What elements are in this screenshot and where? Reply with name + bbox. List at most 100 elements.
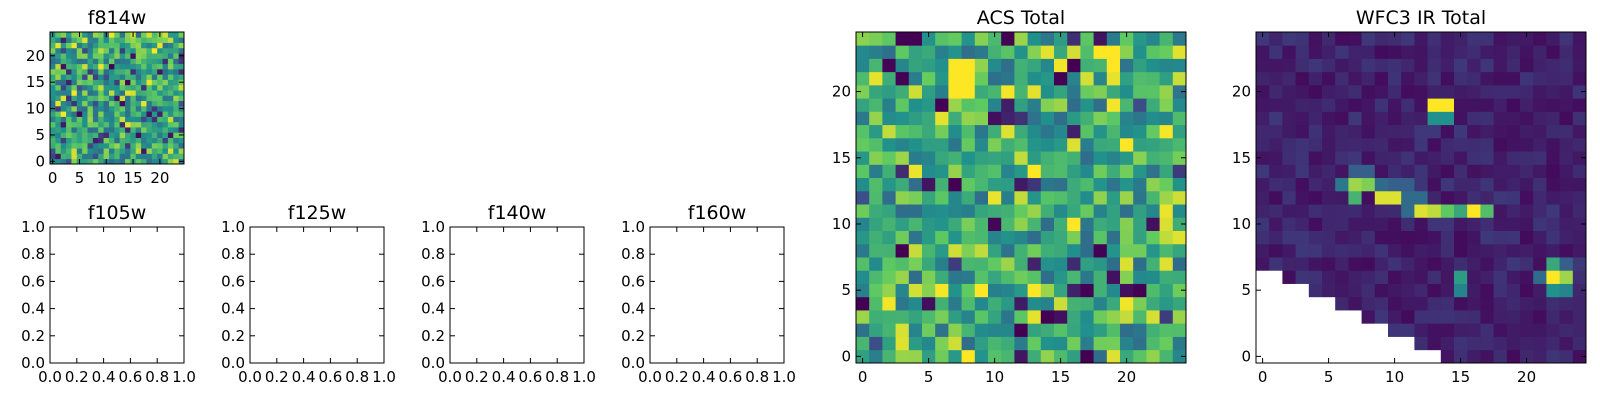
heatmap-cell [1559, 177, 1574, 192]
heatmap-cell [66, 53, 72, 59]
heatmap-cell [948, 164, 962, 179]
heatmap-cell [935, 137, 949, 152]
heatmap-cell [1348, 296, 1362, 311]
heatmap-cell [948, 217, 962, 231]
heatmap-cell [103, 100, 110, 107]
heatmap-cell [114, 79, 121, 86]
heatmap-cell [1467, 151, 1481, 165]
heatmap-cell [114, 127, 121, 133]
heatmap-cell [961, 336, 976, 351]
heatmap-cell [895, 243, 910, 258]
heatmap-cell [135, 142, 142, 149]
heatmap-cell [1520, 243, 1534, 258]
heatmap-cell [151, 148, 158, 154]
heatmap-cell [125, 111, 131, 117]
heatmap-cell [50, 116, 56, 123]
heatmap-cell [108, 142, 115, 149]
heatmap-cell [1520, 71, 1534, 86]
heatmap-cell [1506, 58, 1521, 73]
heatmap-cell [1269, 45, 1283, 59]
heatmap-cell [1467, 137, 1481, 152]
heatmap-cell [178, 32, 185, 38]
heatmap-cell [1454, 349, 1468, 364]
heatmap-cell [1454, 243, 1468, 258]
x-tick-label: 15 [1451, 368, 1470, 386]
heatmap-cell [1572, 111, 1587, 126]
heatmap-cell [1001, 98, 1015, 112]
heatmap-cell [130, 121, 137, 128]
heatmap-cell [82, 32, 88, 38]
heatmap-cell [1427, 71, 1442, 86]
heatmap-cell [935, 151, 949, 165]
heatmap-cell [76, 53, 83, 59]
heatmap-cell [1546, 45, 1560, 59]
heatmap-cell [1040, 270, 1055, 284]
heatmap-cell [895, 137, 910, 152]
heatmap-cell [103, 68, 110, 75]
heatmap-cell [178, 137, 185, 144]
heatmap-cell [1322, 310, 1336, 324]
heatmap-cell [1322, 98, 1336, 112]
heatmap-cell [1559, 32, 1574, 46]
heatmap-cell [856, 323, 870, 337]
heatmap-cell [50, 90, 56, 96]
heatmap-cell [1414, 45, 1428, 59]
heatmap-cell [146, 121, 153, 128]
heatmap-cell [1493, 190, 1508, 205]
heatmap-cell [119, 32, 126, 38]
heatmap-cell [908, 58, 923, 73]
heatmap-cell [1133, 84, 1147, 99]
heatmap-cell [119, 53, 126, 59]
heatmap-cell [1067, 124, 1081, 139]
heatmap-cell [135, 63, 142, 70]
heatmap-cell [76, 79, 83, 86]
heatmap-cell [1361, 190, 1376, 205]
heatmap-cell [1133, 45, 1147, 59]
heatmap-cell [157, 153, 163, 160]
heatmap-cell [988, 151, 1002, 165]
heatmap-cell [141, 111, 147, 117]
heatmap-cell [1335, 283, 1349, 298]
heatmap-cell [98, 79, 104, 86]
heatmap-cell [1506, 204, 1521, 218]
heatmap-cell [1427, 296, 1442, 311]
heatmap-cell [961, 190, 976, 205]
heatmap-cell [1120, 45, 1134, 59]
heatmap-cell [1401, 323, 1415, 337]
heatmap-cell [1427, 124, 1442, 139]
heatmap-cell [1159, 45, 1174, 59]
heatmap-cell [108, 37, 115, 43]
heatmap-cell [1374, 84, 1389, 99]
heatmap-cell [162, 105, 169, 112]
heatmap-cell [119, 63, 126, 70]
heatmap-cell [988, 164, 1002, 179]
heatmap-cell [60, 90, 67, 96]
heatmap-cell [167, 95, 174, 102]
heatmap-cell [1256, 310, 1270, 324]
heatmap-cell [1454, 164, 1468, 179]
heatmap-cell [173, 37, 180, 43]
heatmap-cell [1559, 98, 1574, 112]
heatmap-cell [173, 121, 180, 128]
heatmap-cell [1027, 177, 1042, 192]
heatmap-cell [1080, 84, 1094, 99]
heatmap-cell [1454, 204, 1468, 218]
heatmap-cell [98, 90, 104, 96]
heatmap-cell [1322, 164, 1336, 179]
heatmap-cell [178, 116, 185, 123]
heatmap-cell [87, 95, 94, 102]
heatmap-cell [1454, 323, 1468, 337]
heatmap-cell [1001, 243, 1015, 258]
heatmap-cell [50, 137, 56, 144]
heatmap-cell [1480, 217, 1494, 231]
heatmap-cell [146, 47, 153, 54]
heatmap-cell [178, 127, 185, 133]
heatmap-cell [1414, 323, 1428, 337]
heatmap-cell [922, 124, 936, 139]
heatmap-cell [1572, 137, 1587, 152]
heatmap-cell [935, 190, 949, 205]
heatmap-cell [125, 95, 131, 102]
heatmap-cell [1440, 336, 1455, 351]
heatmap-cell [1027, 257, 1042, 271]
heatmap-cell [1080, 137, 1094, 152]
